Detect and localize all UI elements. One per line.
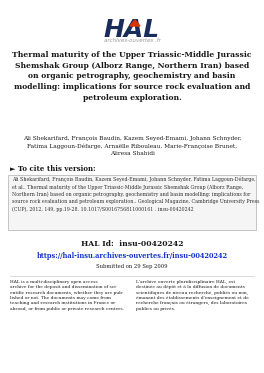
Text: HAL Id:  insu-00420242: HAL Id: insu-00420242 xyxy=(81,240,183,248)
Text: Ali Shekarifard, François Baudin, Kazem Seyed-Emami, Johann Schnyder, Fatima Lag: Ali Shekarifard, François Baudin, Kazem … xyxy=(12,177,259,212)
Text: L'archive ouverte pluridisciplinaire HAL, est
destinée au dépôt et à la diffusio: L'archive ouverte pluridisciplinaire HAL… xyxy=(136,280,249,311)
Text: Submitted on 29 Sep 2009: Submitted on 29 Sep 2009 xyxy=(96,264,168,269)
Text: Ali Shekarifard, François Baudin, Kazem Seyed-Emami, Johann Schnyder,
Fatima Lag: Ali Shekarifard, François Baudin, Kazem … xyxy=(23,136,241,156)
Text: Thermal maturity of the Upper Triassic-Middle Jurassic
Shemshak Group (Alborz Ra: Thermal maturity of the Upper Triassic-M… xyxy=(12,51,252,102)
Text: https://hal-insu.archives-ouvertes.fr/insu-00420242: https://hal-insu.archives-ouvertes.fr/in… xyxy=(36,252,228,260)
Text: archives-ouvertes .fr: archives-ouvertes .fr xyxy=(103,38,161,43)
Text: ► To cite this version:: ► To cite this version: xyxy=(10,165,96,173)
Polygon shape xyxy=(130,20,140,26)
Text: HAL is a multi-disciplinary open access
archive for the deposit and disseminatio: HAL is a multi-disciplinary open access … xyxy=(10,280,124,311)
Text: HAL: HAL xyxy=(104,18,160,42)
FancyBboxPatch shape xyxy=(8,175,256,230)
